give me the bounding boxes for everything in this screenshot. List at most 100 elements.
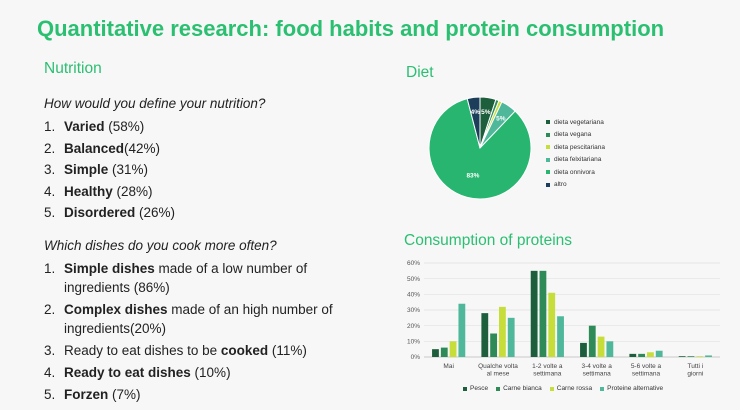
bar [638,353,645,357]
bar [548,292,556,357]
list-item: 4. Healthy (28%) [44,181,175,203]
bar [647,352,654,357]
item-text: made of a low number of ingredients (86%… [64,261,308,295]
pie-data-label: 5% [496,115,506,122]
proteins-legend: Pesce Carne bianca Carne rossa Proteine alt… [463,385,663,392]
list-number: 4. [44,183,56,199]
item-bold: Varied [64,119,105,134]
legend-item: dieta onnivora [546,166,605,179]
legend-item: Carne rossa [549,385,593,392]
legend-label: dieta vegetariana [554,118,604,126]
dishes-question: Which dishes do you cook more often? [44,238,277,253]
list-number: 5. [44,205,56,220]
dishes-list: 1. Simple dishes made of a low number of… [44,259,354,407]
pie-slice [466,96,481,149]
x-tick-label: Mai [443,363,453,370]
bar [655,350,663,357]
item-text: (28%) [112,183,153,199]
bar [588,325,596,357]
legend-item: Carne bianca [496,385,542,392]
legend-label: Carne bianca [503,385,542,392]
list-number: 3. [44,162,56,177]
proteins-bar-chart: 0% 10% 20% 30% 40% 50% 60% Mai Qualche volta al m… [407,260,720,378]
nutrition-question: How would you define your nutrition? [44,96,266,111]
legend-label: dieta vegana [554,131,592,139]
item-text: Ready to eat dishes to be [64,343,221,358]
legend-swatch [546,157,550,162]
legend-swatch [549,386,554,391]
legend-label: Proteine alternative [607,385,664,392]
bar [490,333,497,357]
pie-data-label: 83% [466,173,479,180]
bar [629,353,637,357]
item-bold: Disordered [64,205,136,220]
nutrition-heading: Nutrition [44,60,102,77]
list-number: 5. [44,387,56,402]
y-tick-label: 0% [411,354,421,361]
bar [499,306,506,357]
x-tick-label: Tutti i giorni [687,363,703,378]
bar [696,356,704,357]
list-item: 5. Forzen (7%) [44,385,354,404]
y-tick-label: 50% [407,276,420,283]
list-number: 1. [44,261,56,276]
item-bold: Simple dishes [64,261,155,276]
item-text: (58%) [104,119,145,134]
y-tick-label: 30% [407,307,420,314]
item-bold: Ready to eat dishes [64,365,191,380]
bar [449,341,457,357]
pie-data-label: 5% [481,109,491,116]
legend-label: Pesce [470,385,489,392]
legend-swatch [546,182,550,187]
legend-label: dieta onnivora [554,168,595,176]
y-tick-label: 10% [407,339,420,346]
list-number: 4. [44,365,56,380]
diet-pie-chart: 5% 5% 83% 4% [428,96,532,200]
list-item: 5. Disordered (26%) [44,202,175,224]
item-bold: Complex dishes [64,302,168,317]
nutrition-list: 1. Varied (58%) 2. Balanced(42%) 3. Simp… [44,116,175,224]
x-tick-label: 5-6 volte a settimana [631,363,662,378]
item-text: made of an high number of ingredients(20… [64,302,333,336]
legend-label: Carne rossa [556,385,593,392]
list-item: 1. Simple dishes made of a low number of… [44,259,354,297]
list-item: 1. Varied (58%) [44,116,175,138]
legend-item: dieta pescitariana [546,141,605,154]
x-tick-label: Qualche volta al mese [478,363,518,378]
item-bold: Healthy [64,183,113,199]
bar [530,270,538,357]
x-tick-label: 1-2 volte a settimana [532,363,563,378]
bar [539,270,547,357]
list-number: 3. [44,343,56,358]
bar [678,356,686,357]
legend-swatch [463,386,467,391]
item-text: (7%) [108,387,141,402]
item-bold: cooked [220,343,269,358]
legend-item: dieta felxitariana [546,154,605,167]
legend-swatch [546,120,550,125]
legend-swatch [600,386,605,391]
list-number: 2. [44,302,56,317]
diet-heading: Diet [406,64,434,81]
y-tick-label: 40% [407,292,420,299]
legend-item: dieta vegana [546,129,605,142]
legend-swatch [546,145,550,150]
bar [705,355,712,357]
legend-item: Pesce [463,385,488,392]
legend-item: dieta vegetariana [546,116,605,129]
diet-legend: dieta vegetariana dieta vegana dieta pesci… [546,116,605,191]
bar [481,313,489,357]
legend-swatch [546,132,550,137]
legend-label: dieta pescitariana [554,143,605,151]
item-bold: Simple [64,162,109,177]
legend-item: Proteine alternative [600,385,663,392]
pie-data-label: 4% [471,109,481,116]
y-tick-label: 20% [407,323,420,330]
bar [507,317,515,357]
list-item: 2. Balanced(42%) [44,138,175,160]
item-bold: Forzen [64,387,109,402]
bar [597,336,605,357]
item-text: (31%) [108,162,149,177]
legend-swatch [546,170,550,175]
bar [687,356,695,357]
